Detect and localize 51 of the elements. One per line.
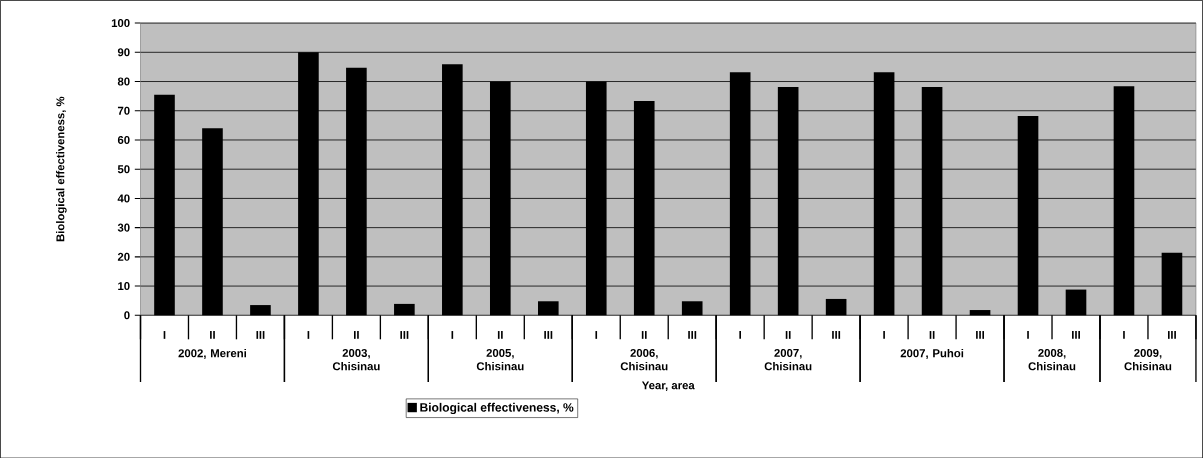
- y-tick-label: 80: [117, 77, 130, 86]
- x-tick-label: I: [883, 330, 885, 339]
- y-axis-title: Biological effectiveness, %: [56, 96, 67, 241]
- x-tick-label: I: [307, 330, 310, 339]
- x-tick-label: III: [400, 330, 409, 339]
- x-tick-label: II: [929, 330, 935, 339]
- y-tick-label: 100: [111, 18, 130, 27]
- text: 2006, Chisinau: [620, 348, 668, 371]
- y-tick-label: 70: [117, 106, 130, 115]
- bar: [394, 303, 415, 316]
- x-tick-label: III: [1167, 330, 1176, 339]
- x-tick-label: II: [210, 330, 215, 339]
- bar: [681, 301, 703, 316]
- y-tick-label: 20: [117, 252, 130, 261]
- x-tick-label: I: [163, 330, 166, 339]
- text: 2008, Chisinau: [1028, 348, 1076, 371]
- y-tick-label: 90: [117, 48, 130, 57]
- bar: [537, 301, 559, 316]
- y-tick-label: 30: [117, 223, 130, 232]
- y-tick-label: 0: [124, 311, 130, 320]
- x-tick-label: I: [451, 330, 454, 339]
- bar: [1065, 289, 1087, 316]
- text: 2007, Puhoi: [900, 348, 964, 359]
- y-tick-label: 40: [117, 194, 130, 203]
- x-tick-label: I: [739, 330, 741, 339]
- x-tick-label: III: [688, 330, 697, 339]
- x-tick-label: III: [544, 330, 553, 339]
- x-tick-label: III: [1072, 330, 1080, 339]
- x-tick-label: II: [641, 330, 647, 339]
- x-tick-label: II: [497, 330, 503, 339]
- y-tick-label: 50: [117, 164, 130, 173]
- x-axis-title: Year, area: [641, 381, 695, 391]
- text: 2002, Mereni: [178, 348, 246, 359]
- x-tick-label: I: [595, 330, 598, 339]
- x-tick-label: I: [1123, 330, 1125, 339]
- y-tick-label: 60: [117, 135, 130, 144]
- x-tick-label: II: [353, 330, 359, 339]
- x-tick-label: III: [832, 330, 841, 339]
- text: 2009, Chisinau: [1124, 348, 1172, 371]
- text: 2007, Chisinau: [764, 348, 812, 371]
- y-tick-label: 10: [118, 281, 130, 290]
- bar: [250, 304, 271, 316]
- x-tick-label: I: [1027, 330, 1029, 339]
- bar: [969, 309, 991, 316]
- x-tick-label: III: [256, 330, 265, 339]
- x-tick-label: III: [976, 330, 985, 339]
- bar: [825, 298, 847, 316]
- x-tick-label: II: [785, 330, 791, 339]
- text: 2003, Chisinau: [332, 348, 380, 371]
- text: 2005, Chisinau: [476, 348, 524, 371]
- legend-label: Biological effectiveness, %: [420, 402, 574, 414]
